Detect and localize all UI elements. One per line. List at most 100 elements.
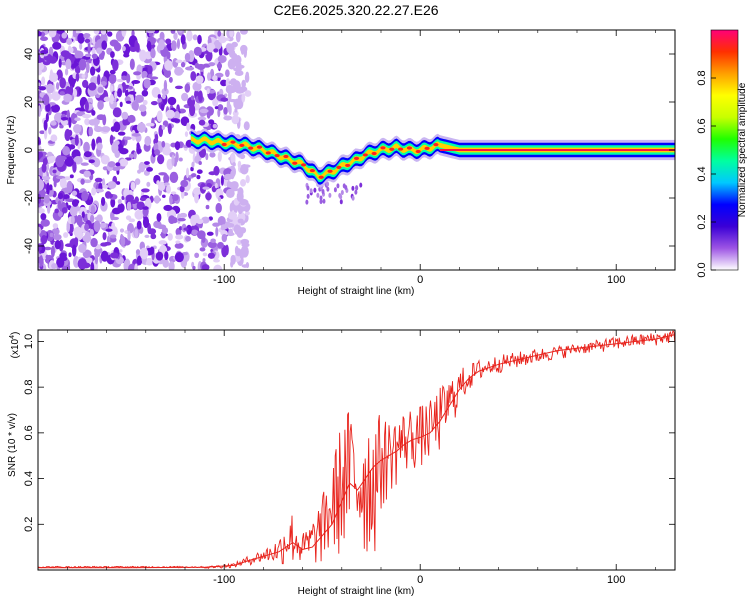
noise-speckle [225, 69, 230, 78]
noise-speckle [127, 114, 136, 123]
noise-speckle [172, 194, 179, 201]
noise-speckle [111, 207, 122, 215]
y-tick-label: 0.4 [23, 471, 35, 486]
noise-speckle [213, 264, 223, 270]
noise-speckle [90, 237, 98, 248]
noise-speckle [167, 96, 177, 106]
noise-speckle [351, 195, 355, 201]
noise-speckle [202, 258, 206, 263]
noise-speckle [134, 178, 141, 185]
snr-y-multiplier: (x104) [9, 332, 21, 359]
noise-speckle [90, 66, 96, 76]
noise-speckle [313, 187, 317, 193]
noise-speckle [86, 209, 90, 214]
trace-peak [362, 153, 368, 157]
noise-speckle [144, 257, 154, 266]
noise-speckle [42, 94, 50, 106]
noise-speckle [107, 161, 116, 168]
noise-speckle [64, 128, 71, 142]
noise-speckle [59, 178, 67, 189]
noise-speckle [81, 190, 89, 202]
noise-speckle [119, 101, 123, 108]
noise-speckle [134, 209, 144, 220]
trace-peak [239, 143, 245, 147]
noise-speckle [207, 252, 215, 259]
noise-speckle [178, 157, 183, 162]
trace-peak [230, 140, 236, 144]
noise-speckle [167, 123, 172, 135]
noise-speckle [199, 108, 209, 114]
noise-speckle [111, 166, 121, 171]
noise-speckle [109, 69, 116, 75]
noise-speckle [108, 74, 117, 84]
noise-speckle [321, 189, 325, 195]
noise-speckle [88, 126, 94, 137]
noise-speckle [141, 70, 148, 78]
noise-speckle [63, 194, 70, 200]
noise-speckle [220, 79, 228, 87]
noise-speckle [131, 79, 141, 84]
noise-speckle [96, 114, 106, 121]
noise-speckle [202, 186, 210, 190]
noise-speckle [220, 97, 229, 102]
noise-speckle [148, 32, 153, 37]
noise-speckle [131, 100, 139, 111]
noise-speckle [220, 175, 224, 186]
noise-speckle [355, 185, 359, 191]
noise-speckle [87, 42, 91, 55]
noise-speckle [136, 122, 146, 133]
noise-speckle [43, 119, 48, 131]
noise-speckle [109, 85, 114, 92]
noise-speckle [209, 152, 216, 158]
noise-speckle [84, 223, 90, 231]
noise-speckle [217, 216, 226, 226]
noise-speckle [205, 153, 209, 161]
noise-speckle [46, 151, 53, 157]
colorbar-tick-label: 0.8 [696, 70, 708, 85]
noise-speckle [40, 36, 49, 42]
noise-speckle [185, 235, 191, 242]
noise-speckle [215, 226, 219, 237]
noise-speckle [100, 242, 108, 247]
noise-speckle [175, 151, 179, 163]
noise-speckle [43, 127, 48, 140]
noise-speckle [227, 181, 233, 188]
noise-speckle [84, 118, 90, 126]
noise-speckle [40, 50, 49, 55]
noise-speckle [85, 61, 90, 74]
noise-speckle [73, 60, 78, 68]
noise-speckle [116, 181, 121, 185]
noise-speckle [154, 195, 160, 204]
noise-speckle [319, 199, 323, 205]
noise-speckle [202, 252, 208, 257]
noise-speckle [80, 178, 85, 185]
y-tick-label: 1.0 [23, 334, 35, 349]
noise-speckle [213, 258, 220, 263]
noise-speckle [170, 30, 176, 34]
noise-speckle [141, 89, 149, 97]
noise-speckle [223, 107, 228, 115]
noise-speckle [184, 52, 191, 62]
noise-speckle [51, 228, 60, 235]
noise-speckle [46, 182, 50, 195]
noise-speckle [139, 49, 147, 62]
noise-speckle [63, 232, 69, 238]
noise-speckle [128, 153, 134, 159]
noise-speckle [214, 106, 219, 110]
noise-speckle [48, 30, 57, 38]
snr-multiplier-base: (x10 [10, 338, 21, 358]
noise-speckle [193, 103, 200, 111]
noise-speckle [131, 199, 137, 205]
noise-speckle [49, 184, 53, 191]
noise-speckle [168, 76, 173, 83]
colorbar-tick-label: 0.0 [696, 262, 708, 277]
noise-speckle [134, 228, 139, 239]
noise-speckle [196, 63, 206, 71]
noise-speckle [107, 181, 117, 190]
noise-speckle [64, 68, 69, 76]
noise-speckle [69, 174, 74, 179]
noise-speckle [117, 198, 122, 205]
noise-speckle [82, 114, 92, 119]
noise-speckle [239, 163, 249, 175]
